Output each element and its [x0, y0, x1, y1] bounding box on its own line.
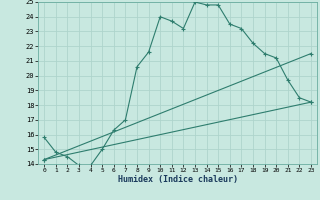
- X-axis label: Humidex (Indice chaleur): Humidex (Indice chaleur): [118, 175, 238, 184]
